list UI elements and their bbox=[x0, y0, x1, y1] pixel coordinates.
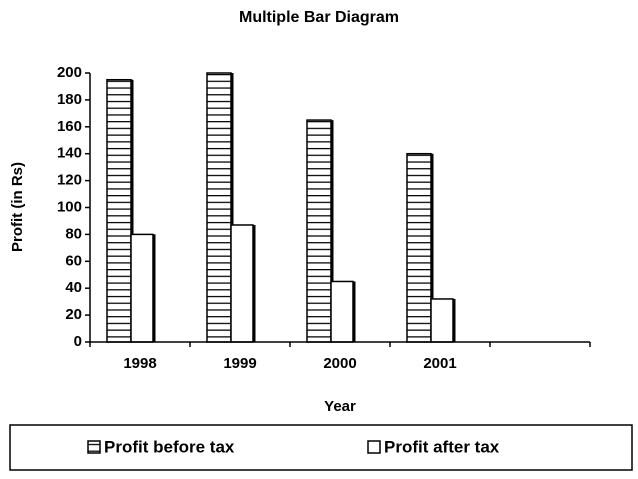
bar bbox=[206, 72, 232, 343]
y-tick-label: 180 bbox=[57, 91, 82, 108]
x-axis-label: Year bbox=[324, 398, 356, 415]
y-tick-label: 160 bbox=[57, 118, 82, 135]
y-tick-label: 0 bbox=[74, 333, 82, 350]
x-tick-label: 1998 bbox=[123, 355, 156, 372]
y-tick-label: 20 bbox=[65, 306, 82, 323]
bar bbox=[430, 298, 454, 343]
y-axis-label: Profit (in Rs) bbox=[9, 162, 26, 252]
y-tick-label: 80 bbox=[65, 225, 82, 242]
x-tick-label: 1999 bbox=[223, 355, 256, 372]
y-tick-label: 60 bbox=[65, 252, 82, 269]
bar bbox=[106, 78, 132, 343]
legend-swatch bbox=[367, 440, 381, 454]
y-tick-label: 40 bbox=[65, 279, 82, 296]
y-tick-label: 100 bbox=[57, 198, 82, 215]
bar bbox=[130, 233, 154, 343]
bar bbox=[230, 224, 254, 343]
bar bbox=[306, 119, 332, 343]
x-tick-label: 2001 bbox=[423, 355, 456, 372]
legend-box bbox=[9, 424, 633, 471]
bar bbox=[406, 152, 432, 343]
bar bbox=[330, 280, 354, 343]
legend-swatch bbox=[87, 440, 101, 454]
legend-label: Profit before tax bbox=[104, 437, 235, 456]
y-tick-label: 120 bbox=[57, 172, 82, 189]
x-tick-label: 2000 bbox=[323, 355, 356, 372]
legend-label: Profit after tax bbox=[384, 437, 500, 456]
y-tick-label: 200 bbox=[57, 64, 82, 81]
y-tick-label: 140 bbox=[57, 145, 82, 162]
chart-title: Multiple Bar Diagram bbox=[239, 9, 399, 26]
